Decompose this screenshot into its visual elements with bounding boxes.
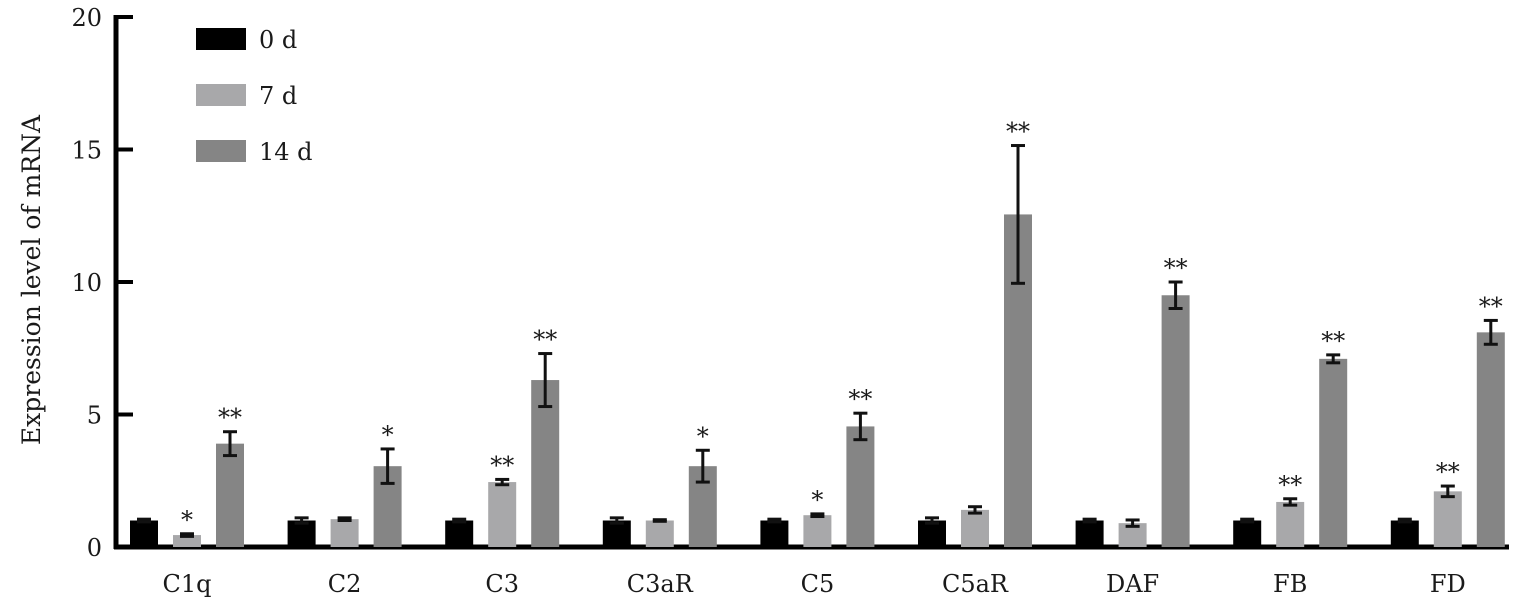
error-bar: [1168, 280, 1183, 310]
significance-label: **: [1321, 327, 1345, 355]
bar-0d-C5: [760, 520, 789, 547]
error-bar: [1283, 497, 1298, 507]
error-bar: [1326, 353, 1341, 365]
legend-label: 7 d: [259, 82, 297, 110]
bar-14d-C1q: [216, 443, 244, 547]
error-bar: [853, 411, 868, 442]
error-bar: [1011, 144, 1025, 285]
bar-7d-C1q: [173, 535, 201, 547]
y-axis-title: Expression level of mRNA: [17, 114, 46, 445]
x-tick-label: FD: [1430, 570, 1466, 598]
error-bar: [1440, 484, 1455, 499]
y-tick-label: 15: [71, 137, 102, 165]
significance-label: *: [382, 421, 394, 449]
significance-label: **: [1006, 118, 1030, 146]
bar-7d-C3: [488, 482, 517, 547]
bar-14d-DAF: [1161, 295, 1190, 547]
error-bar: [609, 516, 624, 525]
error-bar: [538, 352, 553, 409]
bar-0d-C2: [287, 520, 316, 547]
bar-14d-C5: [846, 426, 875, 547]
bar-7d-C3aR: [645, 520, 674, 547]
error-bar: [925, 516, 939, 525]
error-bar: [1483, 318, 1498, 346]
bar-7d-FB: [1276, 501, 1305, 547]
significance-label: *: [811, 486, 823, 514]
error-bar: [968, 505, 982, 515]
x-tick-label: C3: [485, 570, 519, 598]
bar-14d-FD: [1476, 332, 1505, 547]
bar-0d-FD: [1390, 520, 1419, 547]
significance-label: **: [533, 326, 557, 354]
x-tick-label: DAF: [1106, 570, 1159, 598]
error-bar: [495, 477, 510, 487]
significance-label: **: [1164, 254, 1188, 282]
significance-label: *: [181, 506, 193, 534]
y-tick-label: 5: [87, 402, 102, 430]
significance-label: **: [1278, 471, 1302, 499]
legend: 0 d 7 d 14 d: [196, 26, 313, 166]
error-bar: [767, 517, 782, 524]
bar-7d-DAF: [1118, 523, 1147, 547]
bar-7d-C5: [803, 515, 832, 547]
error-bar: [223, 430, 237, 458]
x-tick-label: C1q: [163, 570, 212, 598]
significance-label: *: [697, 422, 709, 450]
legend-swatch: [196, 28, 246, 50]
x-tick-label: C2: [328, 570, 362, 598]
error-bar: [294, 516, 309, 525]
significance-label: **: [848, 385, 872, 413]
y-tick-label: 10: [71, 269, 102, 297]
error-bar: [337, 516, 352, 522]
bar-7d-FD: [1433, 491, 1462, 547]
significance-label: **: [490, 451, 514, 479]
bar-7d-C2: [330, 519, 359, 547]
legend-label: 14 d: [259, 138, 313, 166]
error-bar: [137, 517, 151, 524]
error-bar: [380, 447, 395, 485]
x-tick-label: C5aR: [942, 570, 1009, 598]
error-bar: [1397, 517, 1412, 524]
error-bar: [1240, 517, 1255, 524]
y-tick-label: 20: [71, 4, 102, 32]
bar-0d-C3aR: [602, 520, 631, 547]
error-bar: [652, 518, 667, 523]
x-tick-label: FB: [1273, 570, 1307, 598]
error-bar: [1125, 518, 1140, 528]
bar-0d-C1q: [130, 520, 158, 547]
error-bar: [810, 512, 825, 519]
x-tick-label: C3aR: [627, 570, 694, 598]
significance-label: **: [1479, 292, 1503, 320]
bar-0d-FB: [1233, 520, 1262, 547]
error-bar: [452, 517, 467, 524]
bar-0d-DAF: [1075, 520, 1104, 547]
legend-swatch: [196, 84, 246, 106]
bar-0d-C3: [445, 520, 474, 547]
y-tick-label: 0: [87, 534, 102, 562]
legend-swatch: [196, 140, 246, 162]
plot-area: 05101520***C1q*C2****C3*C3aR***C5**C5aR*…: [71, 4, 1509, 598]
bar-7d-C5aR: [961, 509, 989, 547]
significance-label: **: [218, 404, 242, 432]
significance-label: **: [1436, 458, 1460, 486]
bar-14d-FB: [1319, 358, 1348, 547]
x-tick-label: C5: [801, 570, 835, 598]
error-bar: [695, 448, 710, 484]
bar-0d-C5aR: [918, 520, 946, 547]
error-bar: [1082, 517, 1097, 524]
error-bar: [180, 532, 194, 538]
legend-label: 0 d: [259, 26, 297, 54]
